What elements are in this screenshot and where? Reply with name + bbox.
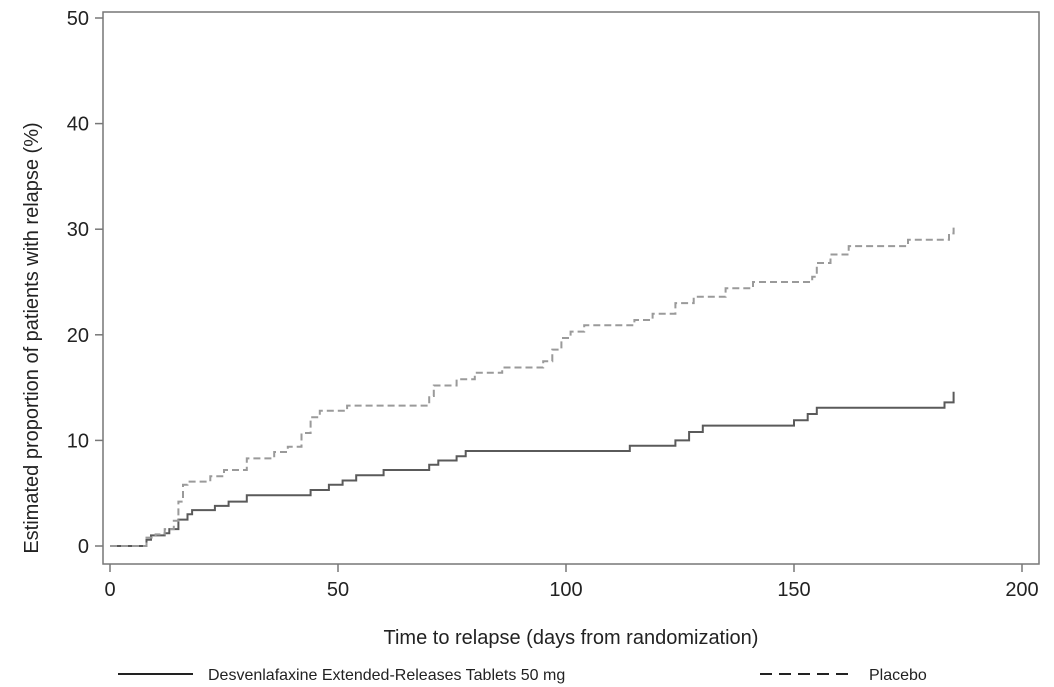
series-line-desvenlafaxine: [110, 391, 955, 547]
series-layer: [110, 223, 955, 547]
x-tick-label: 150: [777, 579, 810, 601]
y-tick-label: 50: [67, 8, 89, 30]
y-axis-title: Estimated proportion of patients with re…: [21, 122, 43, 553]
series-line-placebo: [110, 223, 955, 547]
x-tick-label: 200: [1005, 579, 1038, 601]
x-tick-label: 0: [104, 579, 115, 601]
y-tick-label: 10: [67, 430, 89, 452]
plot-frame: [102, 11, 1040, 565]
x-tick-label: 50: [327, 579, 349, 601]
legend-label-desvenlafaxine: Desvenlafaxine Extended-Releases Tablets…: [208, 667, 565, 684]
x-tick-label: 100: [549, 579, 582, 601]
legend: Desvenlafaxine Extended-Releases Tablets…: [118, 667, 927, 684]
x-axis: 0 50 100 150 200: [104, 564, 1039, 601]
y-tick-label: 0: [78, 536, 89, 558]
legend-label-placebo: Placebo: [869, 667, 927, 684]
x-axis-title: Time to relapse (days from randomization…: [384, 627, 759, 649]
y-tick-label: 30: [67, 219, 89, 241]
y-axis: 0 10 20 30 40 50: [67, 8, 103, 558]
y-tick-label: 20: [67, 325, 89, 347]
y-tick-label: 40: [67, 114, 89, 136]
